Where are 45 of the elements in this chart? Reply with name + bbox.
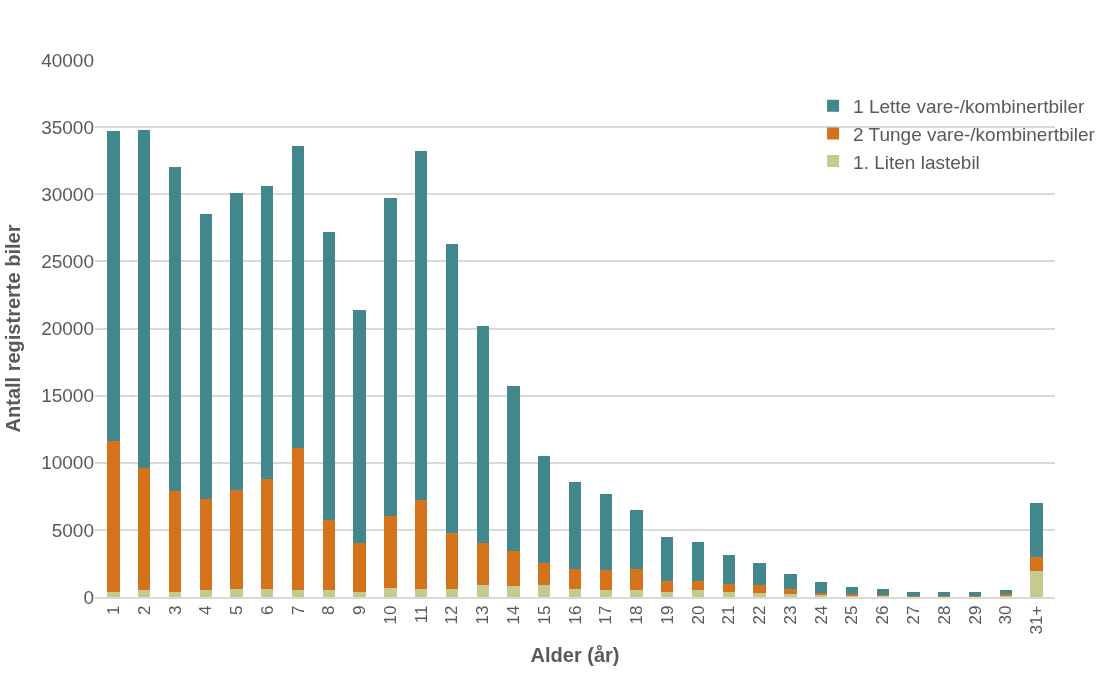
x-tick-label: 17 bbox=[596, 605, 616, 625]
y-tick-label: 35000 bbox=[41, 116, 94, 138]
x-tick-label: 16 bbox=[565, 605, 585, 625]
y-tick-label: 5000 bbox=[51, 519, 94, 541]
legend-label: 1. Liten lastebil bbox=[853, 151, 980, 173]
x-tick-label: 14 bbox=[503, 605, 523, 625]
legend-label: 2 Tunge vare-/kombinertbiler bbox=[853, 123, 1096, 145]
x-tick-label: 7 bbox=[288, 605, 308, 616]
x-tick-label: 15 bbox=[534, 605, 554, 625]
x-tick-label: 23 bbox=[780, 605, 800, 625]
x-tick-label: 18 bbox=[627, 605, 647, 625]
x-tick-label: 13 bbox=[473, 605, 493, 625]
x-tick-label: 30 bbox=[996, 605, 1016, 625]
x-tick-label: 4 bbox=[196, 605, 216, 616]
y-tick-label: 0 bbox=[83, 586, 94, 608]
legend-label: 1 Lette vare-/kombinertbiler bbox=[853, 96, 1086, 118]
x-tick-label: 22 bbox=[750, 605, 770, 625]
x-tick-label: 12 bbox=[442, 605, 462, 625]
x-tick-label: 27 bbox=[903, 605, 923, 625]
y-tick-label: 30000 bbox=[41, 183, 94, 205]
y-tick-label: 20000 bbox=[41, 318, 94, 340]
x-tick-label: 31+ bbox=[1027, 605, 1047, 635]
x-tick-label: 26 bbox=[873, 605, 893, 625]
x-tick-label: 9 bbox=[350, 605, 370, 616]
x-tick-label: 28 bbox=[934, 605, 954, 625]
x-tick-label: 20 bbox=[688, 605, 708, 625]
x-tick-label: 25 bbox=[842, 605, 862, 625]
x-tick-label: 11 bbox=[411, 605, 431, 624]
y-tick-label: 15000 bbox=[41, 385, 94, 407]
x-tick-label: 2 bbox=[134, 605, 154, 616]
x-tick-label: 3 bbox=[165, 605, 185, 616]
x-tick-label: 21 bbox=[719, 605, 739, 625]
x-tick-label: 19 bbox=[657, 605, 677, 625]
x-tick-label: 8 bbox=[319, 605, 339, 616]
x-tick-label: 1 bbox=[103, 605, 123, 616]
y-tick-label: 40000 bbox=[41, 49, 94, 71]
x-tick-label: 6 bbox=[257, 605, 277, 616]
x-axis-title: Alder (år) bbox=[530, 644, 620, 667]
x-tick-label: 29 bbox=[965, 605, 985, 625]
y-axis-title: Antall registrerte biler bbox=[1, 224, 24, 433]
x-tick-label: 5 bbox=[227, 605, 247, 616]
y-tick-label: 25000 bbox=[41, 251, 94, 273]
x-tick-label: 10 bbox=[380, 605, 400, 625]
y-tick-label: 10000 bbox=[41, 452, 94, 474]
x-tick-label: 24 bbox=[811, 605, 831, 625]
